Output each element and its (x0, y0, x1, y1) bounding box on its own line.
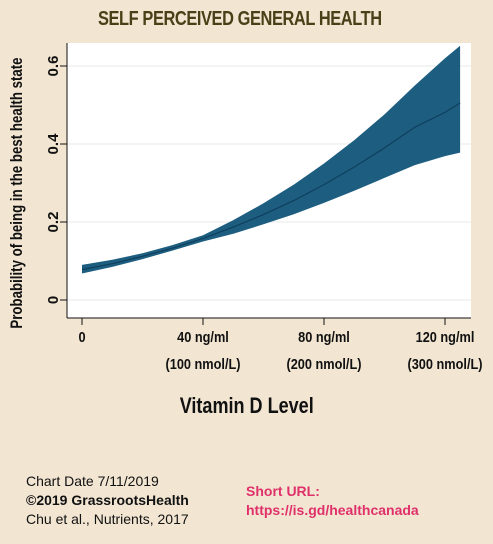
estimate-line-group (81, 102, 461, 271)
x-tick-label-0: 0 (78, 328, 85, 345)
estimate-line (81, 102, 461, 271)
axes (66, 43, 471, 319)
y-tick-label-2: 0.4 (45, 133, 62, 155)
x-axis-label-wrap: Vitamin D Level (0, 393, 493, 419)
citation: Chu et al., Nutrients, 2017 (26, 511, 189, 527)
plot-area (67, 43, 471, 318)
chart-title: SELF PERCEIVED GENERAL HEALTH (98, 8, 382, 30)
x-tick-label-3: 120 ng/ml (416, 328, 475, 345)
copyright: ©2019 GrassrootsHealth (26, 492, 189, 508)
confidence-band (82, 45, 461, 274)
y-tick-label-0: 0 (45, 296, 62, 304)
chart: 0 0.2 0.4 0.6 0 40 ng/ml (100 nmol/L) 80 ng/ml… (45, 43, 483, 372)
y-tick-label-1: 0.2 (45, 212, 62, 233)
y-ticks: 0 0.2 0.4 0.6 (45, 56, 67, 304)
y-tick-label-3: 0.6 (45, 56, 62, 77)
confidence-band-group (82, 45, 461, 274)
x-ticks: 0 40 ng/ml (100 nmol/L) 80 ng/ml (200 nmol/L… (78, 318, 483, 372)
x-tick-label-1: 40 ng/ml (177, 328, 229, 345)
x-tick-sublabel-3: (300 nmol/L) (407, 355, 482, 372)
x-tick-label-2: 80 ng/ml (298, 328, 350, 345)
x-tick-sublabel-2: (200 nmol/L) (286, 355, 361, 372)
chart-date: Chart Date 7/11/2019 (26, 473, 159, 489)
x-tick-sublabel-1: (100 nmol/L) (165, 355, 240, 372)
footer-right: Short URL: https://is.gd/healthcanada (246, 482, 419, 520)
footer-left: Chart Date 7/11/2019 ©2019 GrassrootsHea… (26, 472, 189, 529)
short-url-link[interactable]: https://is.gd/healthcanada (246, 502, 419, 518)
x-axis-label: Vitamin D Level (179, 393, 314, 418)
short-url-label: Short URL: (246, 483, 320, 499)
